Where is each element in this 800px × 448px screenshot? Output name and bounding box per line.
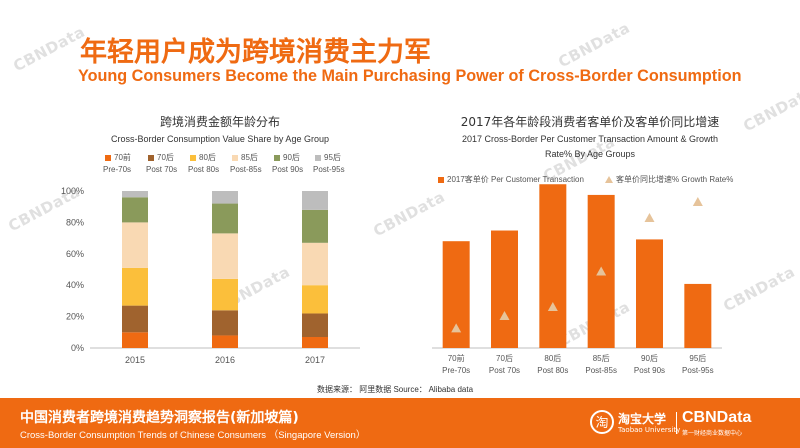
footer-subtitle: Cross-Border Consumption Trends of Chine…: [20, 430, 366, 441]
legend-item: 85后: [232, 152, 258, 163]
cbndata-logo-subtext: 第一财经商业数据中心: [682, 430, 743, 437]
stacked-bar-segment: [212, 310, 238, 336]
source-note: 数据来源： 阿里数据 Source： Alibaba data: [317, 385, 474, 394]
left-chart-subtitle: Cross-Border Consumption Value Share by …: [111, 134, 329, 144]
legend-label: 85后: [241, 153, 258, 162]
x-tick-label: 85后: [593, 353, 610, 363]
bar: [636, 239, 663, 348]
legend-item: 2017客单价 Per Customer Transaction: [438, 174, 584, 185]
stacked-bar-segment: [302, 337, 328, 348]
x-tick-label: 95后: [689, 353, 706, 363]
stacked-bar-segment: [122, 305, 148, 333]
legend-label: 90后: [283, 153, 300, 162]
stacked-bar-segment: [212, 335, 238, 348]
x-tick-label: 2015: [125, 355, 145, 365]
left-chart-title: 跨境消费金额年龄分布: [159, 115, 280, 129]
x-tick-label-en: Pre-70s: [442, 366, 470, 375]
legend-label: 80后: [199, 153, 216, 162]
stacked-bar-segment: [302, 242, 328, 286]
bar: [539, 184, 567, 348]
stacked-bar-segment: [212, 203, 238, 234]
legend-swatch: [148, 154, 154, 161]
stacked-bar-segment: [122, 197, 148, 223]
page-subtitle: Young Consumers Become the Main Purchasi…: [78, 67, 742, 85]
x-tick-label: 70前: [448, 353, 465, 363]
taobao-logo-icon: 淘: [590, 410, 614, 434]
cbndata-logo-text: CBNData: [682, 409, 752, 426]
taobao-logo-subtext: Taobao University: [618, 426, 681, 434]
x-tick-label-en: Post 80s: [537, 366, 568, 375]
bar: [491, 230, 518, 348]
stacked-bar-segment: [212, 191, 238, 204]
x-tick-label: 70后: [496, 353, 513, 363]
legend-triangle-icon: [605, 176, 613, 184]
growth-rate-marker: [596, 266, 607, 276]
legend-label-en: Pre-70s: [103, 165, 132, 174]
legend-item: 95后: [315, 152, 341, 163]
x-tick-label-en: Post-85s: [585, 366, 617, 375]
stacked-bar-segment: [302, 285, 328, 314]
stacked-bar-segment: [212, 233, 238, 279]
bar: [684, 283, 712, 348]
legend-label-en: Post 70s: [146, 165, 178, 174]
page-title: 年轻用户成为跨境消费主力军: [80, 37, 431, 68]
legend-label: 95后: [324, 153, 341, 162]
stacked-bar-segment: [302, 313, 328, 338]
y-tick-label: 0%: [71, 343, 84, 353]
legend-label: 2017客单价 Per Customer Transaction: [447, 175, 584, 184]
right-chart-subtitle: 2017 Cross-Border Per Customer Transacti…: [461, 134, 719, 159]
legend-swatch: [105, 154, 111, 161]
legend-label: 70前: [114, 153, 131, 162]
legend-label-en: Post 80s: [188, 165, 220, 174]
legend-swatch: [315, 154, 321, 161]
growth-rate-marker: [499, 310, 510, 320]
stacked-bar-segment: [122, 191, 148, 198]
x-tick-label: 80后: [544, 353, 561, 363]
x-tick-label-en: Post 90s: [634, 366, 665, 375]
x-tick-label-en: Post-95s: [682, 366, 714, 375]
stacked-bar-segment: [122, 222, 148, 268]
legend-label: 70后: [157, 153, 174, 162]
stacked-bar-segment: [122, 332, 148, 348]
y-tick-label: 80%: [66, 217, 84, 227]
y-tick-label: 20%: [66, 312, 84, 322]
legend-item: 70后: [148, 152, 174, 163]
legend-label: 客单价同比增速% Growth Rate%: [616, 175, 734, 184]
logo-divider: [676, 412, 677, 434]
growth-rate-marker: [451, 323, 462, 333]
x-tick-label-en: Post 70s: [489, 366, 520, 375]
growth-rate-marker: [547, 302, 558, 312]
legend-swatch: [232, 154, 238, 161]
growth-rate-marker: [692, 197, 703, 207]
legend-item: 80后: [190, 152, 216, 163]
stacked-bar-segment: [212, 278, 238, 311]
taobao-logo-text: 淘宝大学: [618, 412, 667, 426]
legend-item: 70前: [105, 152, 131, 163]
legend-item: 90后: [274, 152, 300, 163]
legend-swatch: [438, 176, 444, 183]
stacked-bar-segment: [302, 191, 328, 210]
stacked-bar-segment: [122, 267, 148, 306]
footer-banner: 中国消费者跨境消费趋势洞察报告(新加坡篇) Cross-Border Consu…: [0, 398, 800, 448]
x-tick-label: 2017: [305, 355, 325, 365]
legend-label-en: Post-85s: [230, 165, 262, 174]
x-tick-label: 90后: [641, 353, 658, 363]
y-tick-label: 40%: [66, 280, 84, 290]
legend-label-en: Post 90s: [272, 165, 304, 174]
legend-swatch: [274, 154, 280, 161]
logo-group: 淘 淘宝大学 Taobao University CBNData 第一财经商业数…: [590, 406, 752, 440]
footer-title: 中国消费者跨境消费趋势洞察报告(新加坡篇): [20, 410, 299, 426]
x-tick-label: 2016: [215, 355, 235, 365]
right-chart-title: 2017年各年龄段消费者客单价及客单价同比增速: [460, 115, 720, 129]
y-tick-label: 100%: [61, 186, 84, 196]
y-tick-label: 60%: [66, 249, 84, 259]
legend-item: 客单价同比增速% Growth Rate%: [605, 174, 733, 185]
growth-rate-marker: [644, 213, 655, 223]
stacked-bar-segment: [302, 209, 328, 243]
legend-swatch: [190, 154, 196, 161]
legend-label-en: Post-95s: [313, 165, 345, 174]
